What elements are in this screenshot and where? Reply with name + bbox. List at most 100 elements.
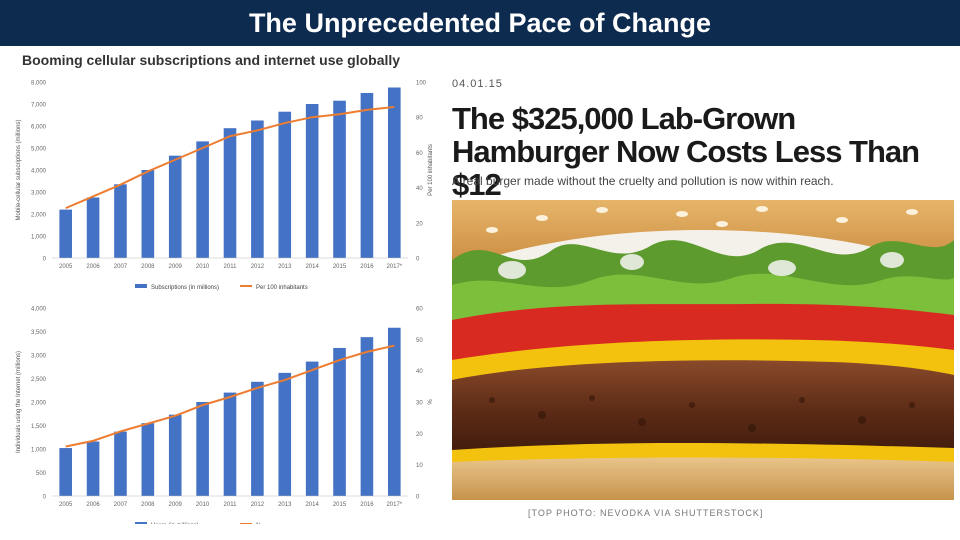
y-tick-label: 500	[36, 471, 47, 477]
y2-tick-label: 60	[416, 151, 423, 157]
bar	[305, 104, 319, 258]
bar	[59, 209, 72, 258]
photo-credit: [TOP PHOTO: NEVODKA VIA SHUTTERSTOCK]	[528, 508, 764, 518]
x-tick-label: 2017*	[386, 264, 402, 270]
bar	[333, 347, 346, 496]
x-tick-label: 2005	[59, 502, 73, 508]
y2-tick-label: 100	[416, 81, 427, 87]
bar	[360, 337, 374, 496]
bar	[333, 100, 346, 258]
x-tick-label: 2013	[278, 502, 292, 508]
article-dek: A real burger made without the cruelty a…	[452, 174, 834, 188]
y2-tick-label: 0	[416, 495, 420, 501]
bar	[388, 327, 401, 496]
y2-axis-title: %	[428, 399, 434, 405]
bar	[388, 87, 401, 258]
hamburger-photo	[452, 200, 954, 500]
mobile-subscriptions-chart: 0 1,000 2,000 3,000 4,000 5,000 6,000 7,000 8,00…	[16, 81, 434, 292]
y-tick-label: 1,500	[31, 424, 47, 430]
y-tick-label: 5,000	[31, 147, 47, 153]
news-article-screenshot: 04.01.15 The $325,000 Lab-Grown Hamburge…	[452, 76, 954, 526]
x-tick-label: 2012	[251, 264, 265, 270]
x-tick-label: 2005	[59, 264, 73, 270]
x-tick-label: 2014	[305, 502, 319, 508]
x-tick-label: 2008	[141, 264, 155, 270]
bar	[251, 381, 264, 496]
y2-tick-label: 80	[416, 116, 423, 122]
y-tick-label: 7,000	[31, 103, 47, 109]
y-tick-label: 0	[43, 257, 47, 263]
bar	[305, 361, 319, 496]
x-tick-label: 2015	[333, 502, 347, 508]
y2-tick-label: 50	[416, 338, 423, 344]
x-tick-label: 2011	[224, 502, 238, 508]
legend-label: %	[256, 523, 262, 524]
title-banner: The Unprecedented Pace of Change	[0, 0, 960, 46]
bar	[196, 402, 209, 496]
y2-tick-label: 20	[416, 432, 423, 438]
x-tick-label: 2013	[278, 264, 292, 270]
x-tick-label: 2009	[169, 264, 183, 270]
y-tick-label: 2,500	[31, 377, 47, 383]
y2-tick-label: 30	[416, 401, 423, 407]
y-tick-label: 3,000	[31, 191, 47, 197]
bar	[223, 392, 237, 496]
x-tick-label: 2008	[141, 502, 155, 508]
y2-axis-title: Per 100 inhabitants	[428, 144, 434, 196]
page-title: The Unprecedented Pace of Change	[248, 8, 712, 38]
legend-swatch-bar	[135, 522, 147, 524]
y2-tick-label: 40	[416, 186, 423, 192]
bar	[59, 448, 72, 496]
legend-label: Subscriptions (in millions)	[151, 285, 219, 291]
x-tick-label: 2010	[196, 502, 210, 508]
bar	[196, 141, 209, 258]
y-tick-label: 4,000	[31, 307, 47, 313]
y-tick-label: 0	[43, 495, 47, 501]
x-tick-label: 2010	[196, 264, 210, 270]
x-tick-label: 2015	[333, 264, 347, 270]
y2-tick-label: 0	[416, 257, 420, 263]
bar	[86, 197, 100, 258]
bar	[168, 155, 182, 258]
y2-tick-label: 20	[416, 221, 423, 227]
legend-label: Users (in millions)	[151, 523, 199, 524]
x-tick-label: 2009	[169, 502, 183, 508]
bar	[114, 431, 127, 496]
x-tick-label: 2006	[86, 264, 100, 270]
article-date: 04.01.15	[452, 78, 503, 90]
y-tick-label: 8,000	[31, 81, 47, 87]
y2-tick-label: 10	[416, 463, 423, 469]
y2-tick-label: 60	[416, 307, 423, 313]
bar	[278, 111, 292, 258]
bar	[114, 184, 127, 258]
y-axis-title: Mobile-cellular subscriptions (millions)	[16, 119, 22, 220]
bar	[141, 423, 155, 496]
series-line	[65, 105, 395, 210]
series-line	[65, 344, 395, 448]
y-tick-label: 3,000	[31, 354, 47, 360]
x-tick-label: 2007	[114, 502, 128, 508]
bar	[223, 128, 237, 258]
y-tick-label: 1,000	[31, 448, 47, 454]
x-tick-label: 2006	[86, 502, 100, 508]
x-tick-label: 2017*	[386, 502, 402, 508]
y-tick-label: 6,000	[31, 125, 47, 131]
legend-label: Per 100 inhabitants	[256, 285, 308, 291]
legend-swatch-bar	[135, 284, 147, 288]
bar	[360, 93, 374, 258]
x-tick-label: 2011	[224, 264, 238, 270]
x-tick-label: 2012	[251, 502, 265, 508]
x-tick-label: 2016	[360, 264, 374, 270]
bar	[141, 170, 155, 258]
y-tick-label: 2,000	[31, 401, 47, 407]
y-tick-label: 4,000	[31, 169, 47, 175]
article-headline: The $325,000 Lab-Grown Hamburger Now Cos…	[452, 101, 920, 202]
bar	[86, 441, 100, 496]
bar	[168, 414, 182, 496]
y-tick-label: 1,000	[31, 235, 47, 241]
internet-users-chart: 0 500 1,000 1,500 2,000 2,500 3,000 3,500 4,000 0…	[16, 307, 434, 524]
y-tick-label: 3,500	[31, 330, 47, 336]
x-tick-label: 2016	[360, 502, 374, 508]
y-axis-title: Individuals using the Internet (millions…	[16, 351, 22, 453]
y-tick-label: 2,000	[31, 213, 47, 219]
